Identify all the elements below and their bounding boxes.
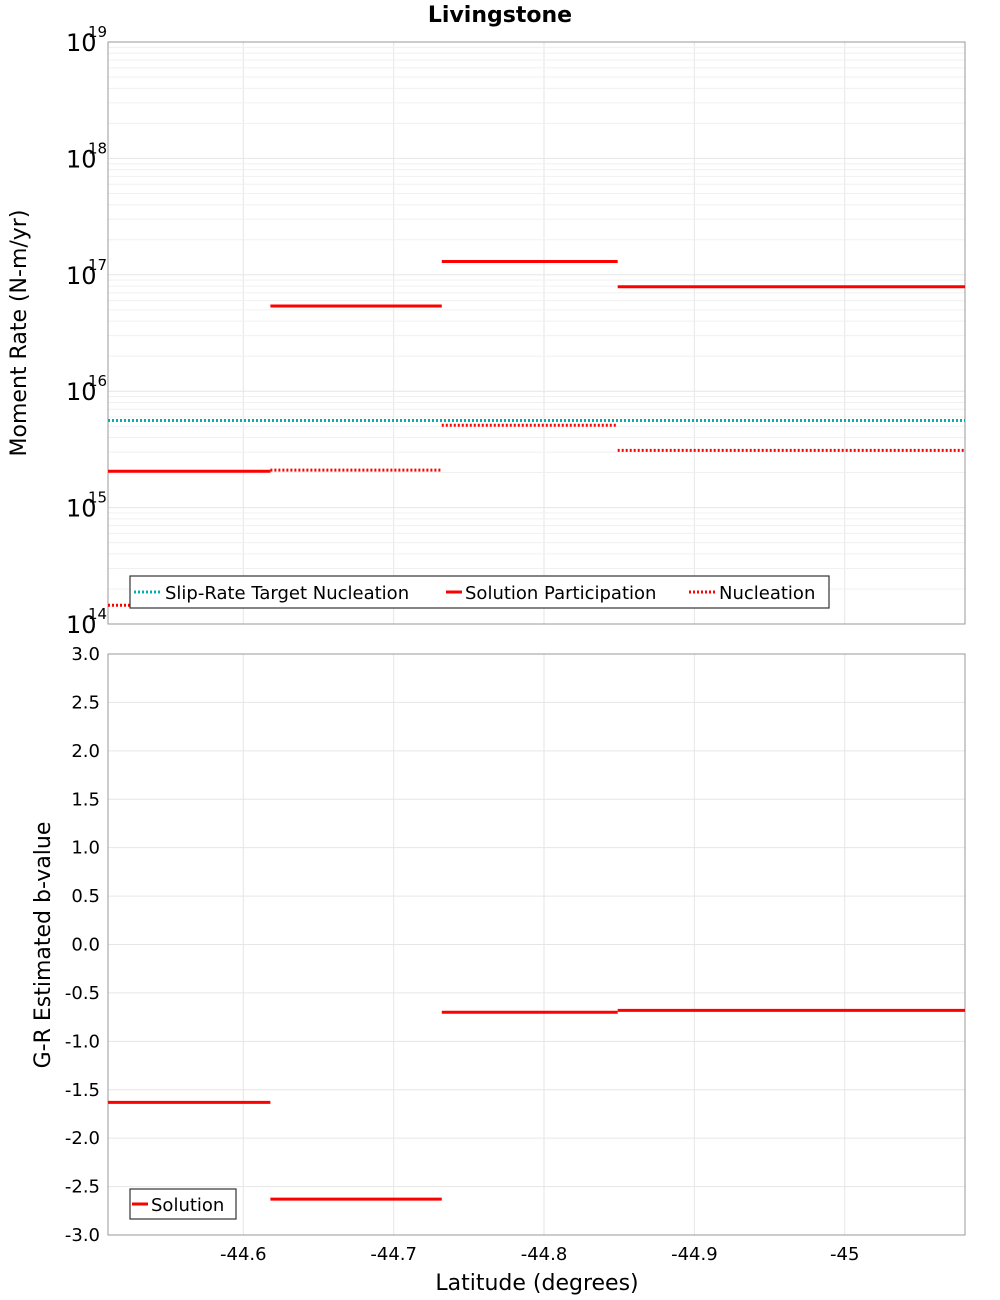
y-tick-label-base: 10 (66, 262, 97, 290)
y-tick-label-base: 10 (66, 29, 97, 57)
x-tick-label: -44.7 (370, 1244, 417, 1265)
x-tick-label: -44.9 (671, 1244, 718, 1265)
x-tick-label: -45 (830, 1244, 859, 1265)
chart-title: Livingstone (428, 3, 572, 28)
legend-entry-solution: Solution (151, 1195, 224, 1216)
y-tick-label: 2.5 (71, 692, 100, 713)
y-tick-label: 3.0 (71, 644, 100, 665)
b-value-grid (108, 653, 965, 1236)
y-tick-label: 2.0 (71, 741, 100, 762)
y-tick-label: 0.0 (71, 935, 100, 956)
legend-entry-solution-participation: Solution Participation (465, 583, 656, 604)
legend-entry-nucleation: Nucleation (719, 583, 815, 604)
y-tick-label-exponent: 18 (88, 139, 107, 157)
y-tick-label-base: 10 (66, 145, 97, 173)
x-tick-label: -44.8 (521, 1244, 568, 1265)
moment-rate-plot-frame (107, 41, 966, 625)
b-value-series (108, 1008, 965, 1201)
y-tick-label: -1.0 (65, 1031, 100, 1052)
legend-entry-slip-rate-target: Slip-Rate Target Nucleation (165, 583, 409, 604)
y-tick-label: 1.5 (71, 789, 100, 810)
x-tick-label: -44.6 (220, 1244, 267, 1265)
y-tick-label-exponent: 15 (88, 489, 107, 507)
y-tick-label-base: 10 (66, 378, 97, 406)
b-value-plot-frame (107, 653, 966, 1236)
y-tick-label: -0.5 (65, 983, 100, 1004)
y-tick-label: -2.0 (65, 1128, 100, 1149)
b-value-y-axis-label: G-R Estimated b-value (31, 822, 56, 1069)
x-axis-ticks: -44.6 -44.7 -44.8 -44.9 -45 (220, 1244, 859, 1265)
moment-rate-grid (108, 41, 965, 625)
b-value-panel: 3.0 2.5 2.0 1.5 1.0 0.5 0.0 -0.5 -1.0 -1.5 -2.0 -2.… (31, 644, 966, 1296)
moment-rate-legend: Slip-Rate Target Nucleation Solution Par… (129, 575, 830, 609)
y-tick-label-exponent: 14 (88, 605, 107, 623)
b-value-y-ticks: 3.0 2.5 2.0 1.5 1.0 0.5 0.0 -0.5 -1.0 -1.5 -2.0 -2.… (65, 644, 100, 1246)
y-tick-label-exponent: 16 (88, 372, 107, 390)
y-tick-label: -1.5 (65, 1080, 100, 1101)
b-value-legend: Solution (129, 1188, 237, 1220)
moment-rate-y-axis-label: Moment Rate (N-m/yr) (7, 210, 32, 457)
moment-rate-legend-box (129, 575, 830, 609)
y-tick-label: 0.5 (71, 886, 100, 907)
y-tick-label-exponent: 17 (88, 256, 107, 274)
y-tick-label-base: 10 (66, 611, 97, 639)
y-tick-label-exponent: 19 (88, 23, 107, 41)
y-tick-label: -3.0 (65, 1225, 100, 1246)
x-axis-label: Latitude (degrees) (435, 1271, 638, 1296)
y-tick-label: -2.5 (65, 1177, 100, 1198)
y-tick-label: 1.0 (71, 838, 100, 859)
y-tick-label-base: 10 (66, 495, 97, 523)
